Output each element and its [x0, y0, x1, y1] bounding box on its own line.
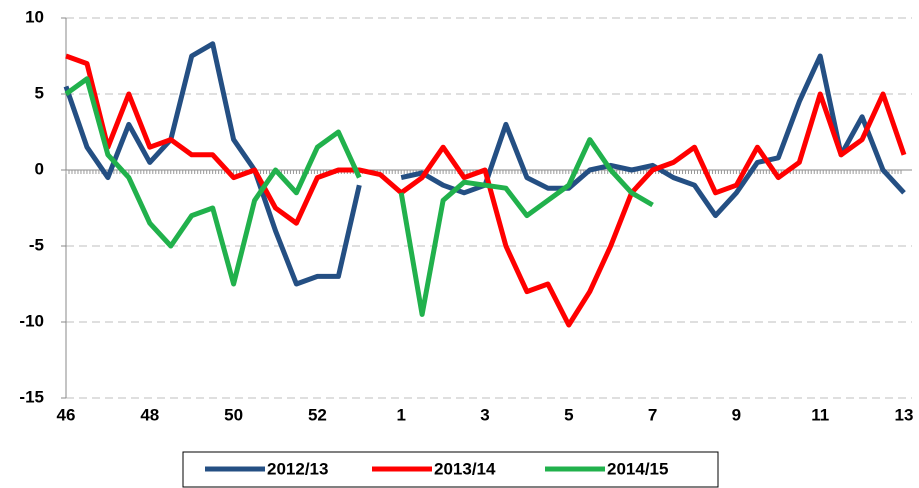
y-tick-label: 10 — [25, 7, 44, 26]
x-tick-label: 5 — [564, 405, 573, 424]
x-tick-label: 11 — [811, 405, 829, 424]
series-line — [65, 53, 907, 328]
x-tick-label: 52 — [308, 405, 327, 424]
legend-label: 2014/15 — [607, 459, 668, 478]
x-tick-label: 1 — [396, 405, 405, 424]
x-tick-label: 9 — [732, 405, 741, 424]
x-tick-label: 46 — [57, 405, 76, 424]
legend: 2012/13 2013/14 2014/15 — [182, 451, 719, 488]
x-tick-label: 50 — [224, 405, 243, 424]
y-tick-label: 0 — [35, 159, 44, 178]
y-tick-label: 5 — [35, 83, 44, 102]
legend-box — [182, 451, 719, 488]
x-tick-label: 13 — [895, 405, 914, 424]
x-tick-label: 48 — [140, 405, 159, 424]
series-line — [64, 76, 654, 317]
y-tick-label: -10 — [19, 311, 44, 330]
legend-label: 2012/13 — [267, 459, 328, 478]
y-tick-label: -15 — [19, 387, 44, 406]
series-line — [63, 41, 906, 287]
y-tick-label: -5 — [29, 235, 44, 254]
x-tick-label: 7 — [648, 405, 657, 424]
legend-label: 2013/14 — [434, 459, 496, 478]
x-tick-label: 3 — [480, 405, 489, 424]
